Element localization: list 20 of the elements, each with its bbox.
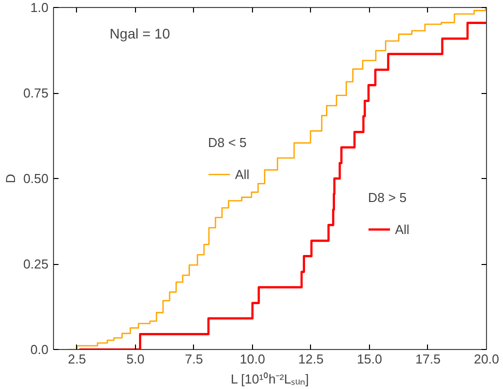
x-tick-label: 5.0 (126, 352, 144, 366)
y-tick-label: 1.0 (30, 0, 49, 15)
x-tick-label: 7.5 (184, 352, 203, 366)
x-tick-label: 17.5 (415, 352, 441, 366)
legend-label: All (235, 166, 250, 182)
y-tick-label: 0.25 (23, 256, 49, 272)
y-tick-label: 0.0 (30, 342, 49, 357)
annotation: D8 < 5 (208, 135, 248, 150)
x-axis-title: L [10¹⁰h⁻²Lₛᵤₙ] (230, 372, 309, 386)
annotation: D8 > 5 (368, 190, 408, 205)
x-tick-label: 15.0 (356, 352, 382, 366)
x-tick-label: 10.0 (240, 352, 266, 366)
annotation: Ngal = 10 (110, 26, 170, 42)
x-tick-label: 20.0 (474, 352, 500, 366)
x-tick-label: 2.5 (68, 352, 86, 366)
x-tick-label: 12.5 (298, 352, 324, 366)
y-tick-label: 0.50 (23, 171, 49, 186)
y-axis-title: D (3, 174, 18, 184)
y-tick-label: 0.75 (23, 86, 49, 100)
legend-label: All (395, 222, 410, 236)
